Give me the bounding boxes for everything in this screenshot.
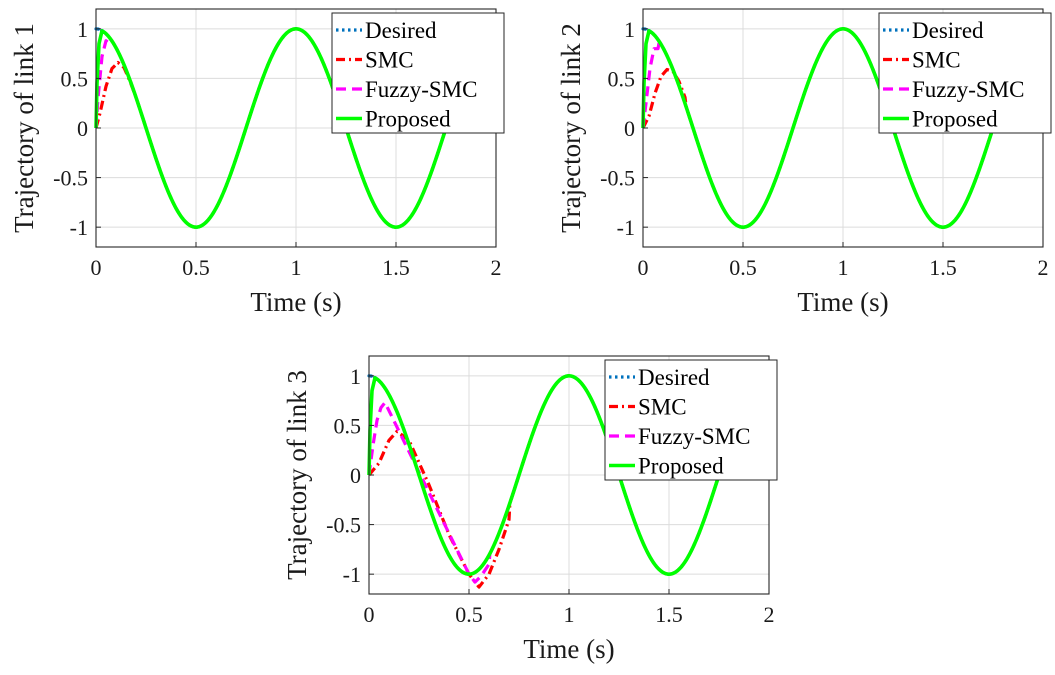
y-axis-label: Trajectory of link 3 xyxy=(282,370,312,580)
y-tick-label: 0 xyxy=(77,116,88,141)
y-tick-label: -1 xyxy=(617,215,635,240)
chart-panel-3: 0 0.5 1 1.5 2 -1 -0.5 0 0.5 1 Time (s) Trajectory o… xyxy=(282,355,778,664)
chart-panel-2: 0 0.5 1 1.5 2 -1 -0.5 0 0.5 1 Time (s) Trajectory o… xyxy=(556,8,1052,317)
x-tick-label: 0.5 xyxy=(455,602,483,627)
x-tick-label: 1.5 xyxy=(929,255,957,280)
x-tick-label: 1.5 xyxy=(382,255,410,280)
legend: Desired SMC Fuzzy-SMC Proposed xyxy=(331,12,505,134)
y-axis-label: Trajectory of link 2 xyxy=(556,23,586,233)
series-line-proposed xyxy=(367,374,770,576)
legend-entry-label: Proposed xyxy=(365,107,451,132)
legend-entry-label: Fuzzy-SMC xyxy=(912,77,1024,102)
x-tick-label: 0.5 xyxy=(729,255,757,280)
legend-box xyxy=(878,12,1052,134)
series-line-proposed xyxy=(94,27,497,229)
legend-entry-label: SMC xyxy=(365,48,414,73)
y-tick-label: 0.5 xyxy=(61,66,89,91)
legend-entry-label: Fuzzy-SMC xyxy=(365,77,477,102)
legend-box xyxy=(604,359,778,481)
legend-entry-label: Proposed xyxy=(638,454,724,479)
legend-entry-label: Desired xyxy=(365,18,437,43)
y-axis-label: Trajectory of link 1 xyxy=(9,23,39,233)
y-tick-label: 0.5 xyxy=(608,66,636,91)
x-tick-label: 0 xyxy=(364,602,375,627)
x-tick-label: 1 xyxy=(838,255,849,280)
x-axis-label: Time (s) xyxy=(797,287,888,317)
legend-entry-label: Desired xyxy=(912,18,984,43)
x-tick-label: 0 xyxy=(638,255,649,280)
y-tick-label: -0.5 xyxy=(326,513,361,538)
y-tick-label: 1 xyxy=(624,17,635,42)
y-tick-label: -1 xyxy=(343,562,361,587)
y-tick-label: -1 xyxy=(70,215,88,240)
legend-entry-label: Proposed xyxy=(912,107,998,132)
x-tick-label: 1 xyxy=(564,602,575,627)
legend-entry-label: SMC xyxy=(912,48,961,73)
x-tick-label: 1.5 xyxy=(655,602,683,627)
y-tick-label: 1 xyxy=(350,364,361,389)
x-tick-label: 0 xyxy=(91,255,102,280)
legend: Desired SMC Fuzzy-SMC Proposed xyxy=(878,12,1052,134)
x-tick-label: 0.5 xyxy=(182,255,210,280)
x-axis-label: Time (s) xyxy=(250,287,341,317)
x-tick-label: 2 xyxy=(764,602,775,627)
series-line-proposed xyxy=(641,27,1044,229)
legend: Desired SMC Fuzzy-SMC Proposed xyxy=(604,359,778,481)
y-tick-label: -0.5 xyxy=(600,166,635,191)
chart-panel-1: 0 0.5 1 1.5 2 -1 -0.5 0 0.5 1 Time (s) Trajectory o… xyxy=(9,8,505,317)
legend-entry-label: SMC xyxy=(638,395,687,420)
legend-box xyxy=(331,12,505,134)
y-tick-label: 0 xyxy=(624,116,635,141)
y-tick-label: 0 xyxy=(350,463,361,488)
y-tick-label: -0.5 xyxy=(53,166,88,191)
y-tick-label: 1 xyxy=(77,17,88,42)
x-tick-label: 1 xyxy=(291,255,302,280)
legend-entry-label: Fuzzy-SMC xyxy=(638,424,750,449)
x-tick-label: 2 xyxy=(491,255,502,280)
x-tick-label: 2 xyxy=(1038,255,1049,280)
x-axis-label: Time (s) xyxy=(523,634,614,664)
legend-entry-label: Desired xyxy=(638,365,710,390)
y-tick-label: 0.5 xyxy=(334,413,362,438)
